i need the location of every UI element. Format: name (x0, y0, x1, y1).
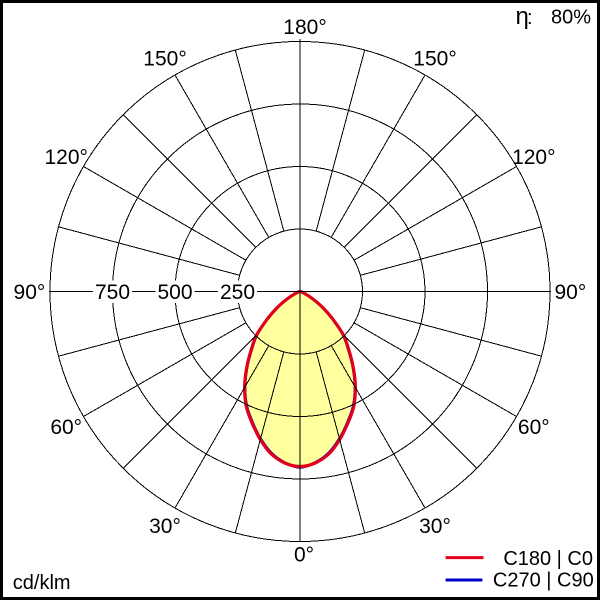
svg-text:60°: 60° (50, 416, 82, 439)
svg-text:C180 | C0: C180 | C0 (503, 548, 593, 570)
svg-text:250: 250 (220, 281, 255, 304)
svg-text:30°: 30° (149, 515, 181, 538)
svg-text:150°: 150° (143, 47, 186, 70)
svg-text:cd/klm: cd/klm (13, 572, 71, 594)
svg-text:90°: 90° (555, 281, 587, 304)
svg-text:120°: 120° (44, 146, 87, 169)
svg-text:80%: 80% (551, 7, 591, 29)
svg-text:0°: 0° (294, 544, 314, 567)
svg-text:150°: 150° (413, 47, 456, 70)
svg-text:90°: 90° (14, 281, 46, 304)
svg-text:C270 | C90: C270 | C90 (493, 570, 594, 592)
svg-text:120°: 120° (512, 146, 555, 169)
svg-text:30°: 30° (419, 515, 451, 538)
svg-text:750: 750 (95, 281, 130, 304)
svg-text:500: 500 (157, 281, 192, 304)
svg-text:60°: 60° (518, 416, 550, 439)
svg-text:180°: 180° (283, 16, 326, 39)
svg-text::: : (527, 7, 533, 29)
svg-text:η: η (516, 3, 529, 30)
